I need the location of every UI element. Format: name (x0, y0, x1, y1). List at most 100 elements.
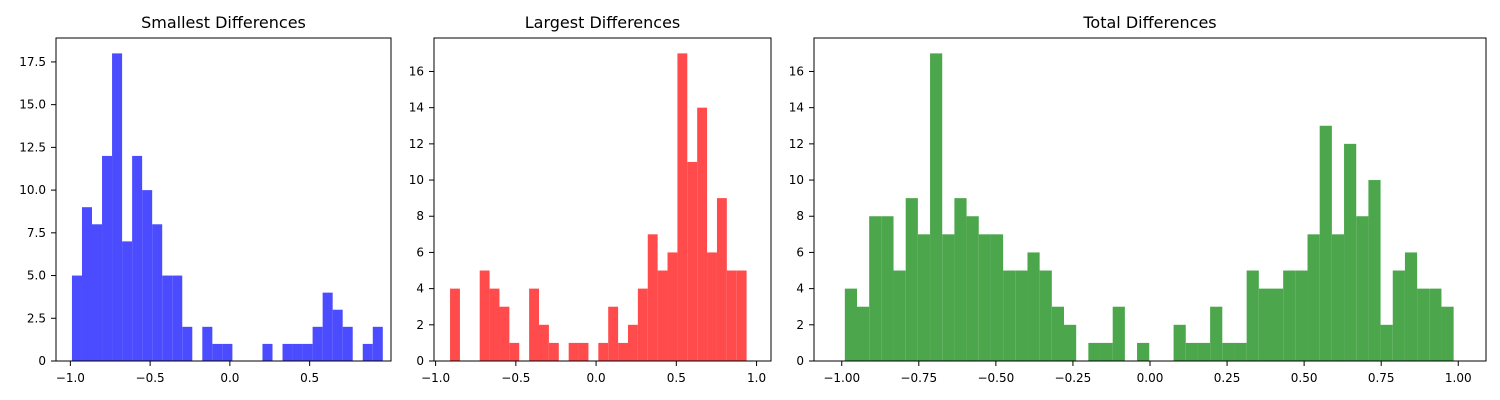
histogram-bar (1051, 306, 1064, 361)
histogram-bar (869, 216, 882, 361)
histogram-bar (1197, 342, 1211, 361)
chart-title: Total Differences (1082, 13, 1216, 32)
chart-panel-3: Total Differences −1.00 −0.75 −0.50 −0.25 0.0… (789, 13, 1487, 385)
histogram-bar (893, 270, 906, 361)
histogram-bar (1319, 125, 1332, 361)
histogram-bar (726, 270, 737, 361)
histogram-bar (844, 288, 858, 361)
histogram-bar (1307, 234, 1320, 361)
histogram-bar (736, 270, 747, 361)
x-tick-label: −0.5 (501, 371, 530, 385)
histogram-bar (677, 53, 688, 361)
y-tick-label: 14 (789, 101, 804, 115)
y-tick-label: 0 (416, 354, 424, 368)
histogram-bar (102, 155, 113, 361)
histogram-bar (202, 326, 213, 361)
histogram-bar (966, 216, 979, 361)
histogram-bar (152, 224, 163, 361)
histogram-bar (122, 241, 133, 361)
y-tick-label: 17.5 (19, 55, 46, 69)
histogram-bar (539, 324, 549, 361)
y-tick-label: 16 (789, 64, 804, 78)
histogram-bar (182, 326, 193, 361)
histogram-bar (1429, 288, 1442, 361)
histogram-bar (716, 198, 727, 361)
y-tick-label: 4 (416, 282, 424, 296)
histogram-bar (990, 234, 1004, 361)
x-tick-label: −0.25 (1055, 371, 1092, 385)
x-tick-label: 0.00 (1137, 371, 1164, 385)
histogram-bar (598, 342, 609, 361)
histogram-bar (578, 342, 589, 361)
y-tick-label: 12 (409, 137, 424, 151)
x-tick-label: −0.50 (977, 371, 1014, 385)
y-tick-label: 8 (796, 209, 804, 223)
y-tick-label: 0 (38, 354, 46, 368)
histogram-bar (1331, 234, 1345, 361)
histogram-bar (618, 342, 628, 361)
chart-title: Largest Differences (525, 13, 681, 32)
histogram-bar (1356, 216, 1369, 361)
histogram-bar (1063, 324, 1077, 361)
histogram-bar (1258, 288, 1271, 361)
histogram-bar (917, 234, 931, 361)
histogram-bar (71, 275, 82, 361)
histogram-bar (1185, 342, 1198, 361)
histogram-bar (222, 343, 233, 361)
y-tick-label: 14 (409, 101, 424, 115)
chart-title: Smallest Differences (141, 13, 306, 32)
histogram-bar (1039, 270, 1052, 361)
histogram-bar (1210, 306, 1223, 361)
x-tick-label: 1.0 (747, 371, 766, 385)
histogram-bar (954, 198, 967, 361)
histogram-bar (687, 161, 698, 361)
histogram-bar (499, 306, 510, 361)
x-tick-label: −1.0 (421, 371, 450, 385)
y-tick-label: 7.5 (27, 226, 46, 240)
histogram-bar (1112, 306, 1125, 361)
histogram-bar (647, 234, 658, 361)
histogram-bar (707, 252, 717, 361)
x-tick-label: 0.5 (667, 371, 686, 385)
histogram-bar (81, 207, 93, 361)
histogram-bar (142, 190, 153, 361)
x-tick-label: 0.0 (220, 371, 239, 385)
histogram-bar (489, 288, 500, 361)
histogram-bar (1234, 342, 1247, 361)
y-tick-label: 12.5 (19, 140, 46, 154)
x-tick-label: −0.5 (136, 371, 165, 385)
histogram-bar (1246, 270, 1259, 361)
histogram-bar (1173, 324, 1186, 361)
histogram-bar (1270, 288, 1284, 361)
histogram-bar (1404, 252, 1418, 361)
histogram-bar (1344, 143, 1357, 361)
y-tick-label: 4 (796, 282, 804, 296)
histogram-bar (312, 326, 323, 361)
histogram-bar (262, 343, 273, 361)
histogram-bar (1137, 342, 1150, 361)
histogram-bar (1003, 270, 1016, 361)
histogram-bar (112, 53, 123, 361)
histogram-bar (509, 342, 520, 361)
y-tick-label: 8 (416, 209, 424, 223)
histogram-bar (1015, 270, 1028, 361)
histogram-bar (529, 288, 540, 361)
histogram-bar (1088, 342, 1101, 361)
histogram-bar (657, 270, 668, 361)
histogram-bar (637, 288, 648, 361)
histogram-bar (450, 288, 460, 361)
histogram-bar (132, 155, 143, 361)
histogram-bar (1380, 324, 1393, 361)
histogram-bar (667, 252, 678, 361)
histogram-bar (342, 326, 353, 361)
x-tick-label: 0.25 (1214, 371, 1241, 385)
y-tick-label: 16 (409, 64, 424, 78)
histogram-bar (978, 234, 991, 361)
histogram-bar (942, 234, 955, 361)
y-tick-label: 0 (796, 354, 804, 368)
x-tick-label: 0.50 (1291, 371, 1318, 385)
chart-panel-2: Largest Differences −1.0 −0.5 0.0 0.5 1.0 0 2 4 6… (409, 13, 772, 385)
y-tick-label: 10 (789, 173, 804, 187)
histogram-bar (1368, 180, 1381, 361)
